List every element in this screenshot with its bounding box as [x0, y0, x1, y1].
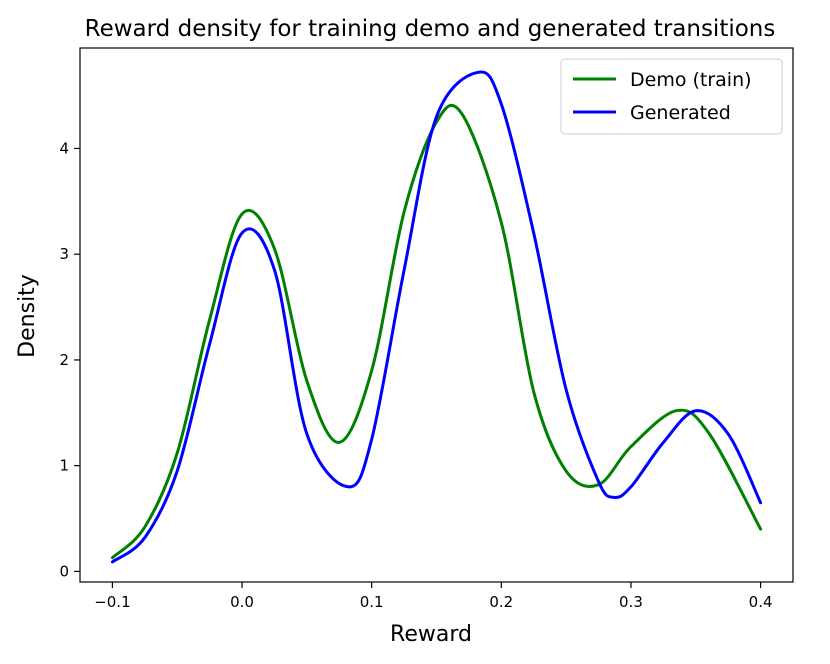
plot-frame [79, 47, 794, 583]
x-tick-label: 0.1 [360, 593, 384, 611]
legend-label-generated: Generated [630, 102, 731, 124]
y-tick-label: 1 [59, 457, 69, 475]
x-tick-label: 0.4 [749, 593, 773, 611]
x-tick-label: 0.3 [619, 593, 643, 611]
plot-lines [110, 70, 763, 564]
chart-title: Reward density for training demo and gen… [85, 16, 776, 42]
series-line-generated [110, 70, 763, 564]
y-axis-label: Density [15, 274, 40, 358]
y-tick-label: 4 [59, 139, 69, 157]
y-axis-ticks: 0 1 2 3 4 [59, 139, 80, 580]
y-tick-label: 3 [59, 245, 69, 263]
x-tick-label: −0.1 [94, 593, 130, 611]
legend-box [560, 58, 783, 135]
x-tick-label: 0.2 [489, 593, 513, 611]
series-line-demo-train [110, 103, 763, 560]
x-axis-label: Reward [390, 622, 472, 647]
legend: Demo (train) Generated [560, 58, 783, 135]
x-tick-label: 0.0 [230, 593, 254, 611]
y-tick-label: 2 [59, 351, 69, 369]
legend-label-demo: Demo (train) [630, 69, 752, 91]
x-axis-ticks: −0.1 0.0 0.1 0.2 0.3 0.4 [94, 582, 773, 611]
y-tick-label: 0 [59, 562, 69, 580]
